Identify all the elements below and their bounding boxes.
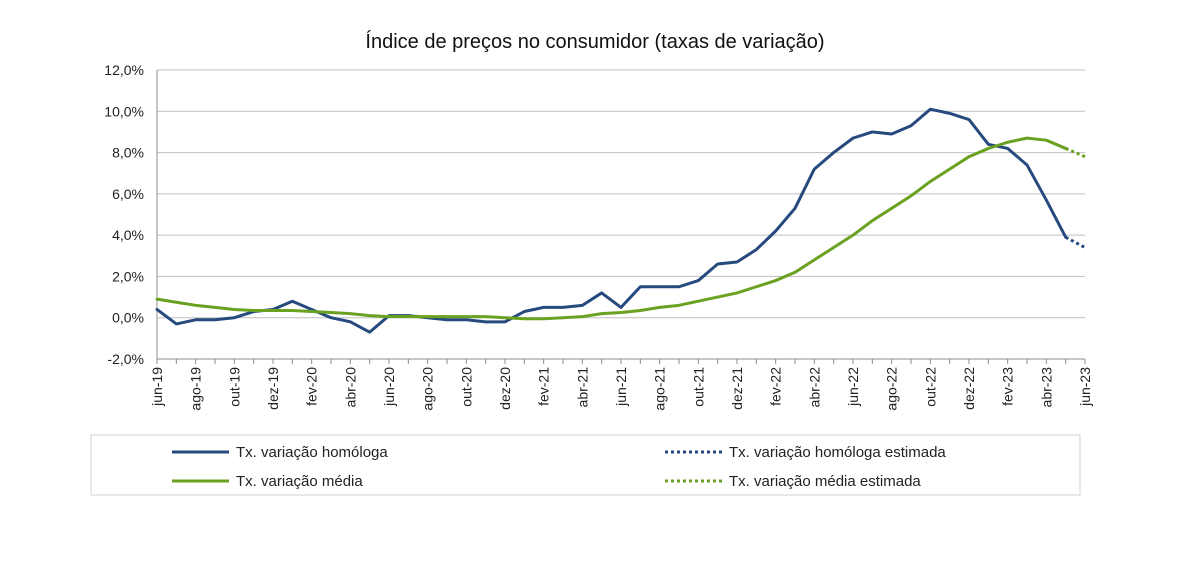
x-tick-label: jun-22 <box>845 367 861 407</box>
x-tick-label: dez-22 <box>961 367 977 410</box>
series-line-0 <box>155 107 1068 334</box>
series-line-1 <box>1064 235 1086 249</box>
x-tick-label: fev-23 <box>1000 367 1016 406</box>
legend-label-3: Tx. variação média estimada <box>729 473 921 490</box>
x-tick-label: ago-21 <box>652 367 668 411</box>
x-tick-label: abr-23 <box>1038 367 1054 408</box>
x-tick-label: fev-22 <box>768 367 784 406</box>
legend-box <box>90 434 1081 496</box>
y-tick-label: 0,0% <box>112 310 144 326</box>
x-tick-label: abr-21 <box>574 367 590 408</box>
y-tick-label: 6,0% <box>112 186 144 202</box>
x-tick-label: fev-21 <box>536 367 552 406</box>
y-tick-label: -2,0% <box>107 351 144 367</box>
x-tick-label: out-22 <box>922 367 938 407</box>
axes: -2,0% 0,0% 2,0% 4,0% 6,0% 8,0% 10,0% 12,0% jun-1… <box>104 62 1093 411</box>
series-line-2 <box>155 136 1068 321</box>
x-tick-label: dez-21 <box>729 367 745 410</box>
x-tick-label: abr-22 <box>806 367 822 408</box>
x-tick-label: jun-20 <box>381 367 397 407</box>
chart-title: Índice de preços no consumidor (taxas de… <box>365 30 824 53</box>
x-tick-label: ago-20 <box>420 367 436 411</box>
y-tick-label: 12,0% <box>104 62 144 78</box>
legend: Tx. variação homóloga Tx. variação homólo… <box>90 434 1081 496</box>
x-tick-label: dez-20 <box>497 367 513 410</box>
x-tick-label: ago-22 <box>884 367 900 411</box>
y-tick-label: 10,0% <box>104 103 144 119</box>
legend-label-1: Tx. variação homóloga estimada <box>729 444 946 461</box>
x-tick-label: jun-23 <box>1077 367 1093 407</box>
y-tick-label: 2,0% <box>112 268 144 284</box>
y-tick-label: 8,0% <box>112 145 144 161</box>
y-tick-label: 4,0% <box>112 227 144 243</box>
x-tick-label: jun-19 <box>149 367 165 407</box>
x-tick-label: out-19 <box>226 367 242 407</box>
series-lines <box>155 107 1086 334</box>
x-tick-label: out-21 <box>690 367 706 407</box>
x-tick-label: out-20 <box>458 367 474 407</box>
x-tick-label: ago-19 <box>188 367 204 411</box>
legend-label-2: Tx. variação média <box>236 473 363 490</box>
x-tick-label: jun-21 <box>613 367 629 407</box>
grid-lines <box>157 69 1085 360</box>
x-tick-label: dez-19 <box>265 367 281 410</box>
legend-label-0: Tx. variação homóloga <box>236 444 388 461</box>
x-tick-label: abr-20 <box>342 367 358 408</box>
x-tick-label: fev-20 <box>304 367 320 406</box>
